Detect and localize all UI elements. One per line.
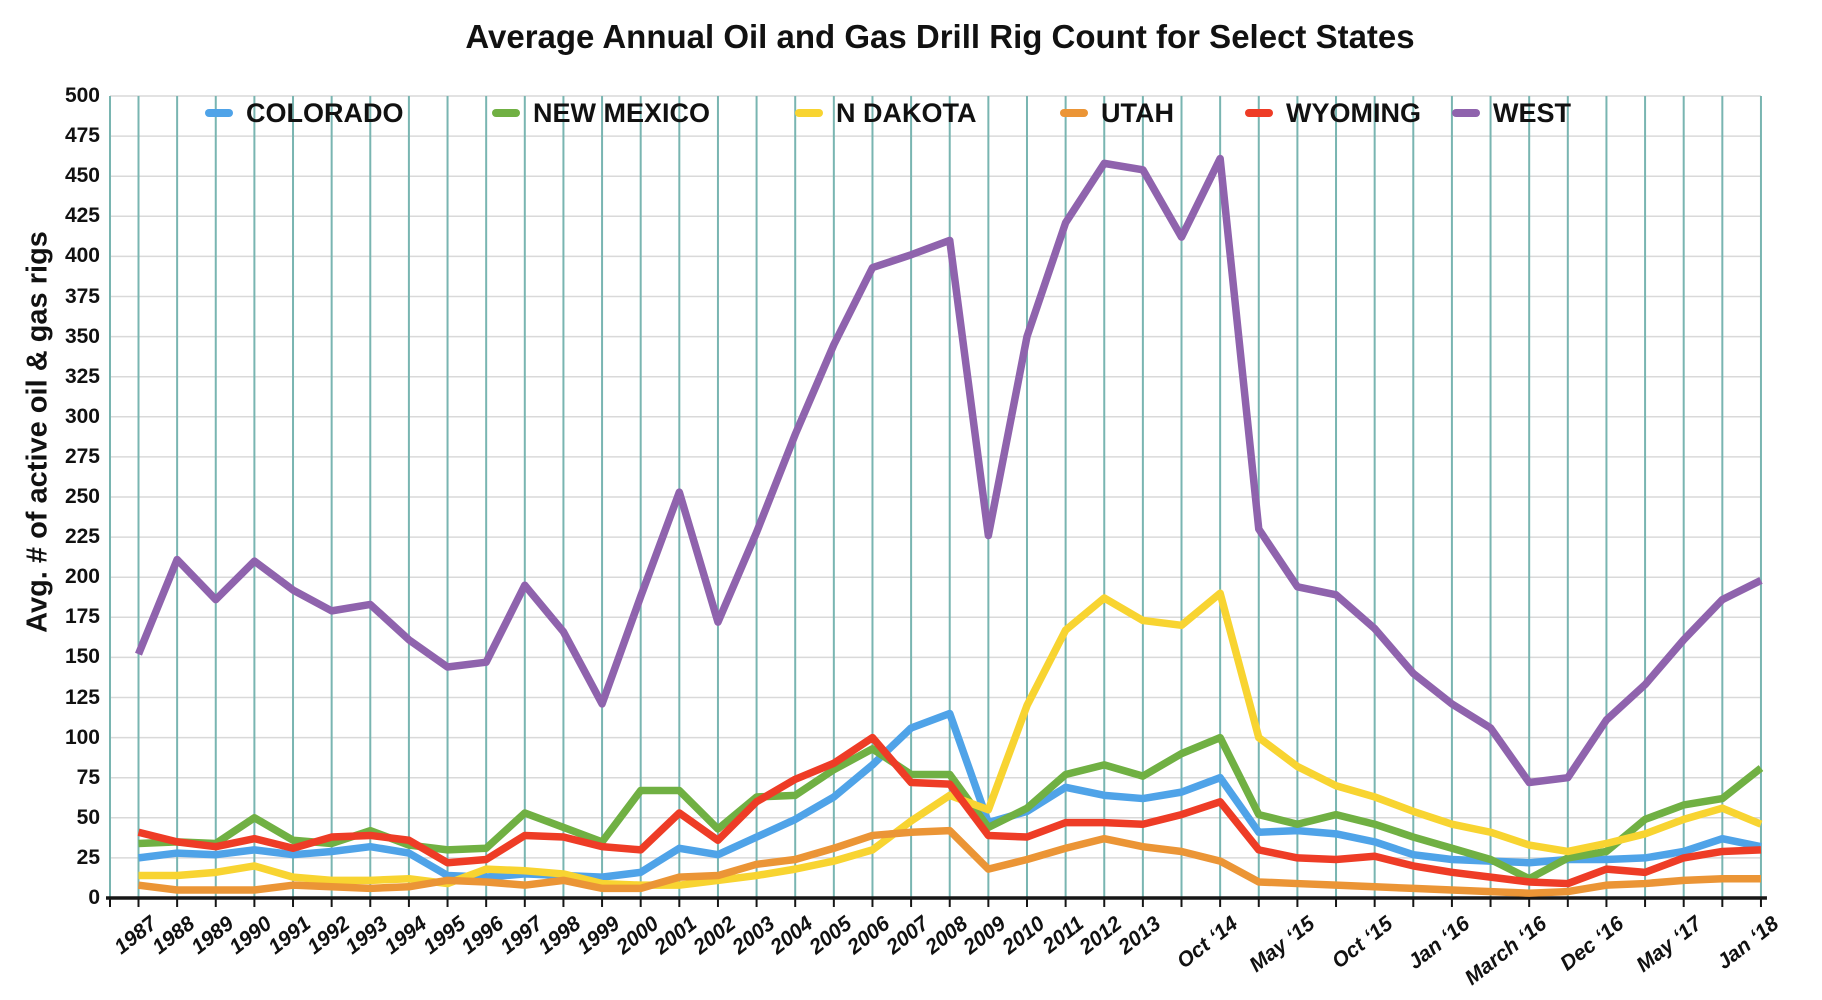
y-tick-label: 275: [64, 444, 100, 468]
legend-label: COLORADO: [246, 97, 404, 128]
y-tick-label: 150: [64, 645, 100, 669]
n-dakota-line-swatch-icon: [795, 109, 823, 117]
wyoming-line-swatch-icon: [1245, 109, 1273, 117]
y-tick-label: 125: [64, 685, 100, 709]
legend-label: WEST: [1493, 97, 1571, 128]
y-tick-label: 225: [64, 525, 100, 549]
y-tick-label: 50: [76, 805, 100, 829]
new-mexico-line-swatch-icon: [492, 109, 520, 117]
legend-item-colorado: COLORADO: [205, 96, 404, 130]
chart-title: Average Annual Oil and Gas Drill Rig Cou…: [465, 18, 1415, 55]
y-tick-label: 75: [76, 765, 100, 789]
y-tick-label: 375: [64, 284, 100, 308]
legend-label: N DAKOTA: [836, 97, 977, 128]
utah-line-swatch-icon: [1060, 109, 1088, 117]
y-tick-label: 25: [76, 845, 100, 869]
y-tick-label: 500: [64, 84, 100, 107]
y-tick-label: 475: [64, 124, 100, 148]
series-line-utah: [138, 826, 1761, 897]
y-tick-label: 100: [64, 725, 100, 749]
y-tick-label: 200: [64, 565, 100, 589]
y-tick-label: 175: [64, 605, 100, 629]
west-line-swatch-icon: [1452, 109, 1480, 117]
series-line-wyoming: [137, 733, 1762, 888]
colorado-line-swatch-icon: [205, 109, 233, 117]
series-line-n-dakota: [138, 589, 1763, 889]
y-tick-label: 325: [64, 364, 100, 388]
y-tick-label: 0: [88, 886, 100, 909]
legend-label: UTAH: [1101, 97, 1174, 128]
legend-item-wyoming: WYOMING: [1245, 96, 1421, 130]
legend-item-new-mexico: NEW MEXICO: [492, 96, 710, 130]
legend: COLORADO NEW MEXICO N DAKOTA UTAH WYOMIN…: [0, 96, 1822, 130]
y-tick-label: 425: [64, 204, 100, 228]
y-tick-label: 400: [64, 244, 100, 268]
legend-item-n-dakota: N DAKOTA: [795, 96, 976, 130]
y-tick-label: 350: [64, 324, 100, 348]
y-tick-label: 250: [64, 485, 100, 508]
legend-item-utah: UTAH: [1060, 96, 1174, 130]
y-tick-label: 300: [64, 404, 100, 428]
y-tick-label: 450: [64, 164, 100, 188]
legend-label: NEW MEXICO: [533, 97, 711, 128]
series-line-new-mexico: [138, 733, 1764, 883]
legend-item-west: WEST: [1452, 96, 1571, 130]
series-line-west: [135, 154, 1763, 787]
legend-label: WYOMING: [1286, 97, 1421, 128]
